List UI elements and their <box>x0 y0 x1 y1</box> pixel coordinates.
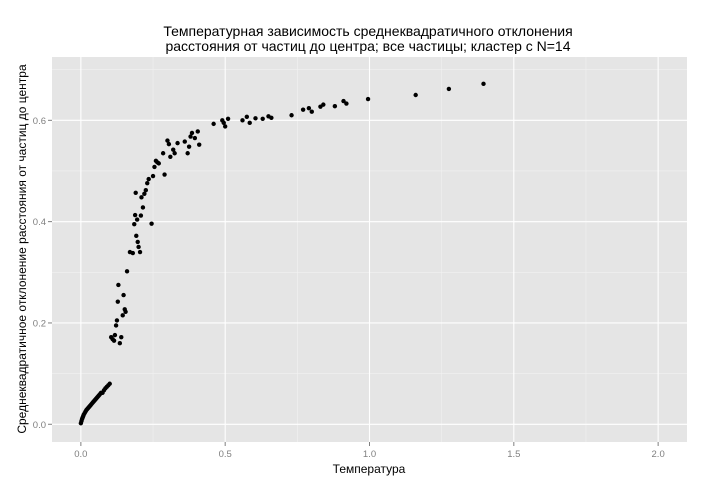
data-point <box>446 86 452 92</box>
data-point <box>140 205 146 210</box>
data-point <box>185 151 190 156</box>
x-axis-title: Температура <box>333 462 406 476</box>
data-point <box>289 113 294 118</box>
data-point <box>111 338 117 343</box>
data-point <box>132 221 137 227</box>
data-point <box>168 154 173 159</box>
data-point <box>247 120 252 126</box>
y-tick-label: 0.2 <box>33 318 46 329</box>
data-point <box>182 139 187 144</box>
data-point <box>222 124 228 129</box>
data-point <box>309 109 314 114</box>
data-point <box>156 161 161 166</box>
y-axis-ticks: 0.0 0.2 0.4 0.6 <box>33 116 52 431</box>
data-point <box>143 188 149 193</box>
data-point <box>344 101 349 106</box>
data-point <box>124 269 130 274</box>
data-point <box>139 195 144 200</box>
data-point <box>240 118 245 123</box>
data-point <box>146 176 151 182</box>
y-tick-label: 0.4 <box>33 217 46 228</box>
x-tick-label: 0.0 <box>74 449 87 460</box>
data-point <box>134 217 140 222</box>
data-point <box>112 332 118 338</box>
data-point <box>150 173 156 179</box>
chart-title-line-1: Температурная зависимость среднеквадрати… <box>163 23 572 39</box>
data-point <box>188 134 193 139</box>
data-point <box>332 103 338 109</box>
data-point <box>152 164 157 170</box>
data-point <box>121 292 126 298</box>
data-point <box>135 239 140 245</box>
data-point <box>142 191 147 196</box>
y-tick-label: 0.0 <box>33 420 46 431</box>
data-point <box>117 341 123 346</box>
data-point <box>130 250 136 256</box>
data-point <box>221 120 226 126</box>
data-point <box>160 151 166 156</box>
x-axis-ticks: 0.0 0.5 1.0 1.5 2.0 <box>74 442 665 460</box>
data-point <box>115 299 121 304</box>
data-point <box>166 141 172 147</box>
data-point <box>149 221 154 226</box>
data-point <box>244 114 250 119</box>
data-point <box>321 102 326 107</box>
data-point <box>413 92 418 98</box>
data-point <box>113 323 119 328</box>
y-tick-label: 0.6 <box>33 116 46 127</box>
data-point <box>172 151 177 156</box>
data-point <box>189 130 195 136</box>
data-point <box>197 142 202 147</box>
grid-major <box>52 57 687 442</box>
data-point <box>114 318 120 323</box>
data-point <box>120 313 125 318</box>
data-point <box>123 309 128 315</box>
data-point <box>133 190 138 195</box>
data-points <box>78 81 486 426</box>
x-tick-label: 0.5 <box>219 449 232 460</box>
data-point <box>119 334 124 340</box>
data-point <box>225 116 231 122</box>
data-point <box>116 282 121 288</box>
data-point <box>306 105 312 111</box>
data-point <box>260 116 265 122</box>
data-point <box>175 140 180 146</box>
data-point <box>137 249 143 255</box>
chart-title-line-2: расстояния от частиц до центра; все част… <box>165 38 570 54</box>
data-point <box>269 115 274 120</box>
data-point <box>192 135 198 141</box>
x-tick-label: 2.0 <box>652 449 665 460</box>
y-axis-title: Среднеквадратичное отклонение расстояния… <box>15 64 29 434</box>
data-point <box>253 116 258 121</box>
data-point <box>341 98 346 104</box>
data-point <box>186 144 192 149</box>
x-tick-label: 1.0 <box>363 449 376 460</box>
data-point <box>138 213 144 218</box>
data-point <box>195 129 200 134</box>
data-point <box>365 96 371 102</box>
data-point <box>300 107 306 112</box>
data-point <box>107 381 112 386</box>
data-point <box>211 121 216 127</box>
data-point <box>134 233 139 239</box>
data-point <box>132 212 138 218</box>
data-point <box>145 180 150 186</box>
data-point <box>165 138 170 143</box>
data-point <box>171 147 176 152</box>
data-point <box>481 81 486 87</box>
data-point <box>136 244 141 250</box>
x-tick-label: 1.5 <box>507 449 520 460</box>
data-point <box>162 172 167 177</box>
